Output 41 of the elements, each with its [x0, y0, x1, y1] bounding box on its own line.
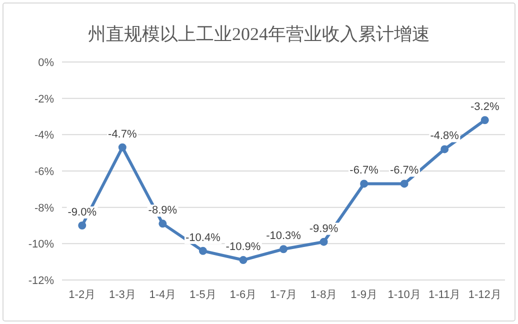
data-label: -4.7% — [108, 128, 137, 140]
point — [400, 180, 408, 188]
data-label: -3.2% — [470, 101, 500, 114]
y-tick-label: -4% — [34, 130, 54, 142]
point — [158, 220, 167, 228]
x-tick-label: 1-11月 — [428, 289, 461, 301]
y-tick-label: -8% — [34, 202, 54, 214]
data-label: -9.9% — [309, 222, 338, 235]
y-tick-label: -6% — [34, 166, 54, 178]
x-tick-label: 1-5月 — [190, 289, 216, 301]
x-tick-label: 1-8月 — [310, 289, 338, 301]
point — [198, 246, 207, 255]
y-tick-label: 0% — [38, 57, 54, 69]
data-label: -6.7% — [390, 164, 419, 177]
point — [118, 143, 126, 152]
data-label: -10.3% — [266, 230, 302, 242]
data-label: -6.7% — [350, 164, 379, 177]
x-tick-label: 1-10月 — [388, 289, 421, 301]
chart-title: 州直规模以上工业2024年营业收入累计增速 — [88, 24, 430, 44]
point — [320, 238, 328, 246]
x-tick-label: 1-4月 — [149, 289, 176, 301]
point — [280, 245, 288, 254]
data-label: -9.0% — [68, 206, 97, 218]
x-tick-label: 1-3月 — [108, 289, 136, 301]
point — [480, 116, 489, 124]
point — [360, 180, 368, 188]
data-label: -8.9% — [148, 204, 178, 217]
x-tick-label: 1-6月 — [230, 289, 257, 301]
data-label: -10.4% — [186, 232, 221, 244]
point — [78, 222, 86, 230]
point — [239, 256, 248, 264]
y-tick-label: -10% — [28, 238, 54, 251]
x-tick-label: 1-7月 — [270, 289, 297, 301]
point — [440, 145, 449, 154]
data-label: -4.8% — [430, 130, 460, 142]
data-label: -10.9% — [226, 241, 261, 254]
y-tick-label: -12% — [28, 275, 54, 287]
x-tick-label: 1-2月 — [68, 289, 96, 301]
x-tick-label: 1-9月 — [350, 289, 378, 301]
x-tick-label: 1-12月 — [468, 289, 502, 301]
y-tick-label: -2% — [34, 93, 54, 106]
